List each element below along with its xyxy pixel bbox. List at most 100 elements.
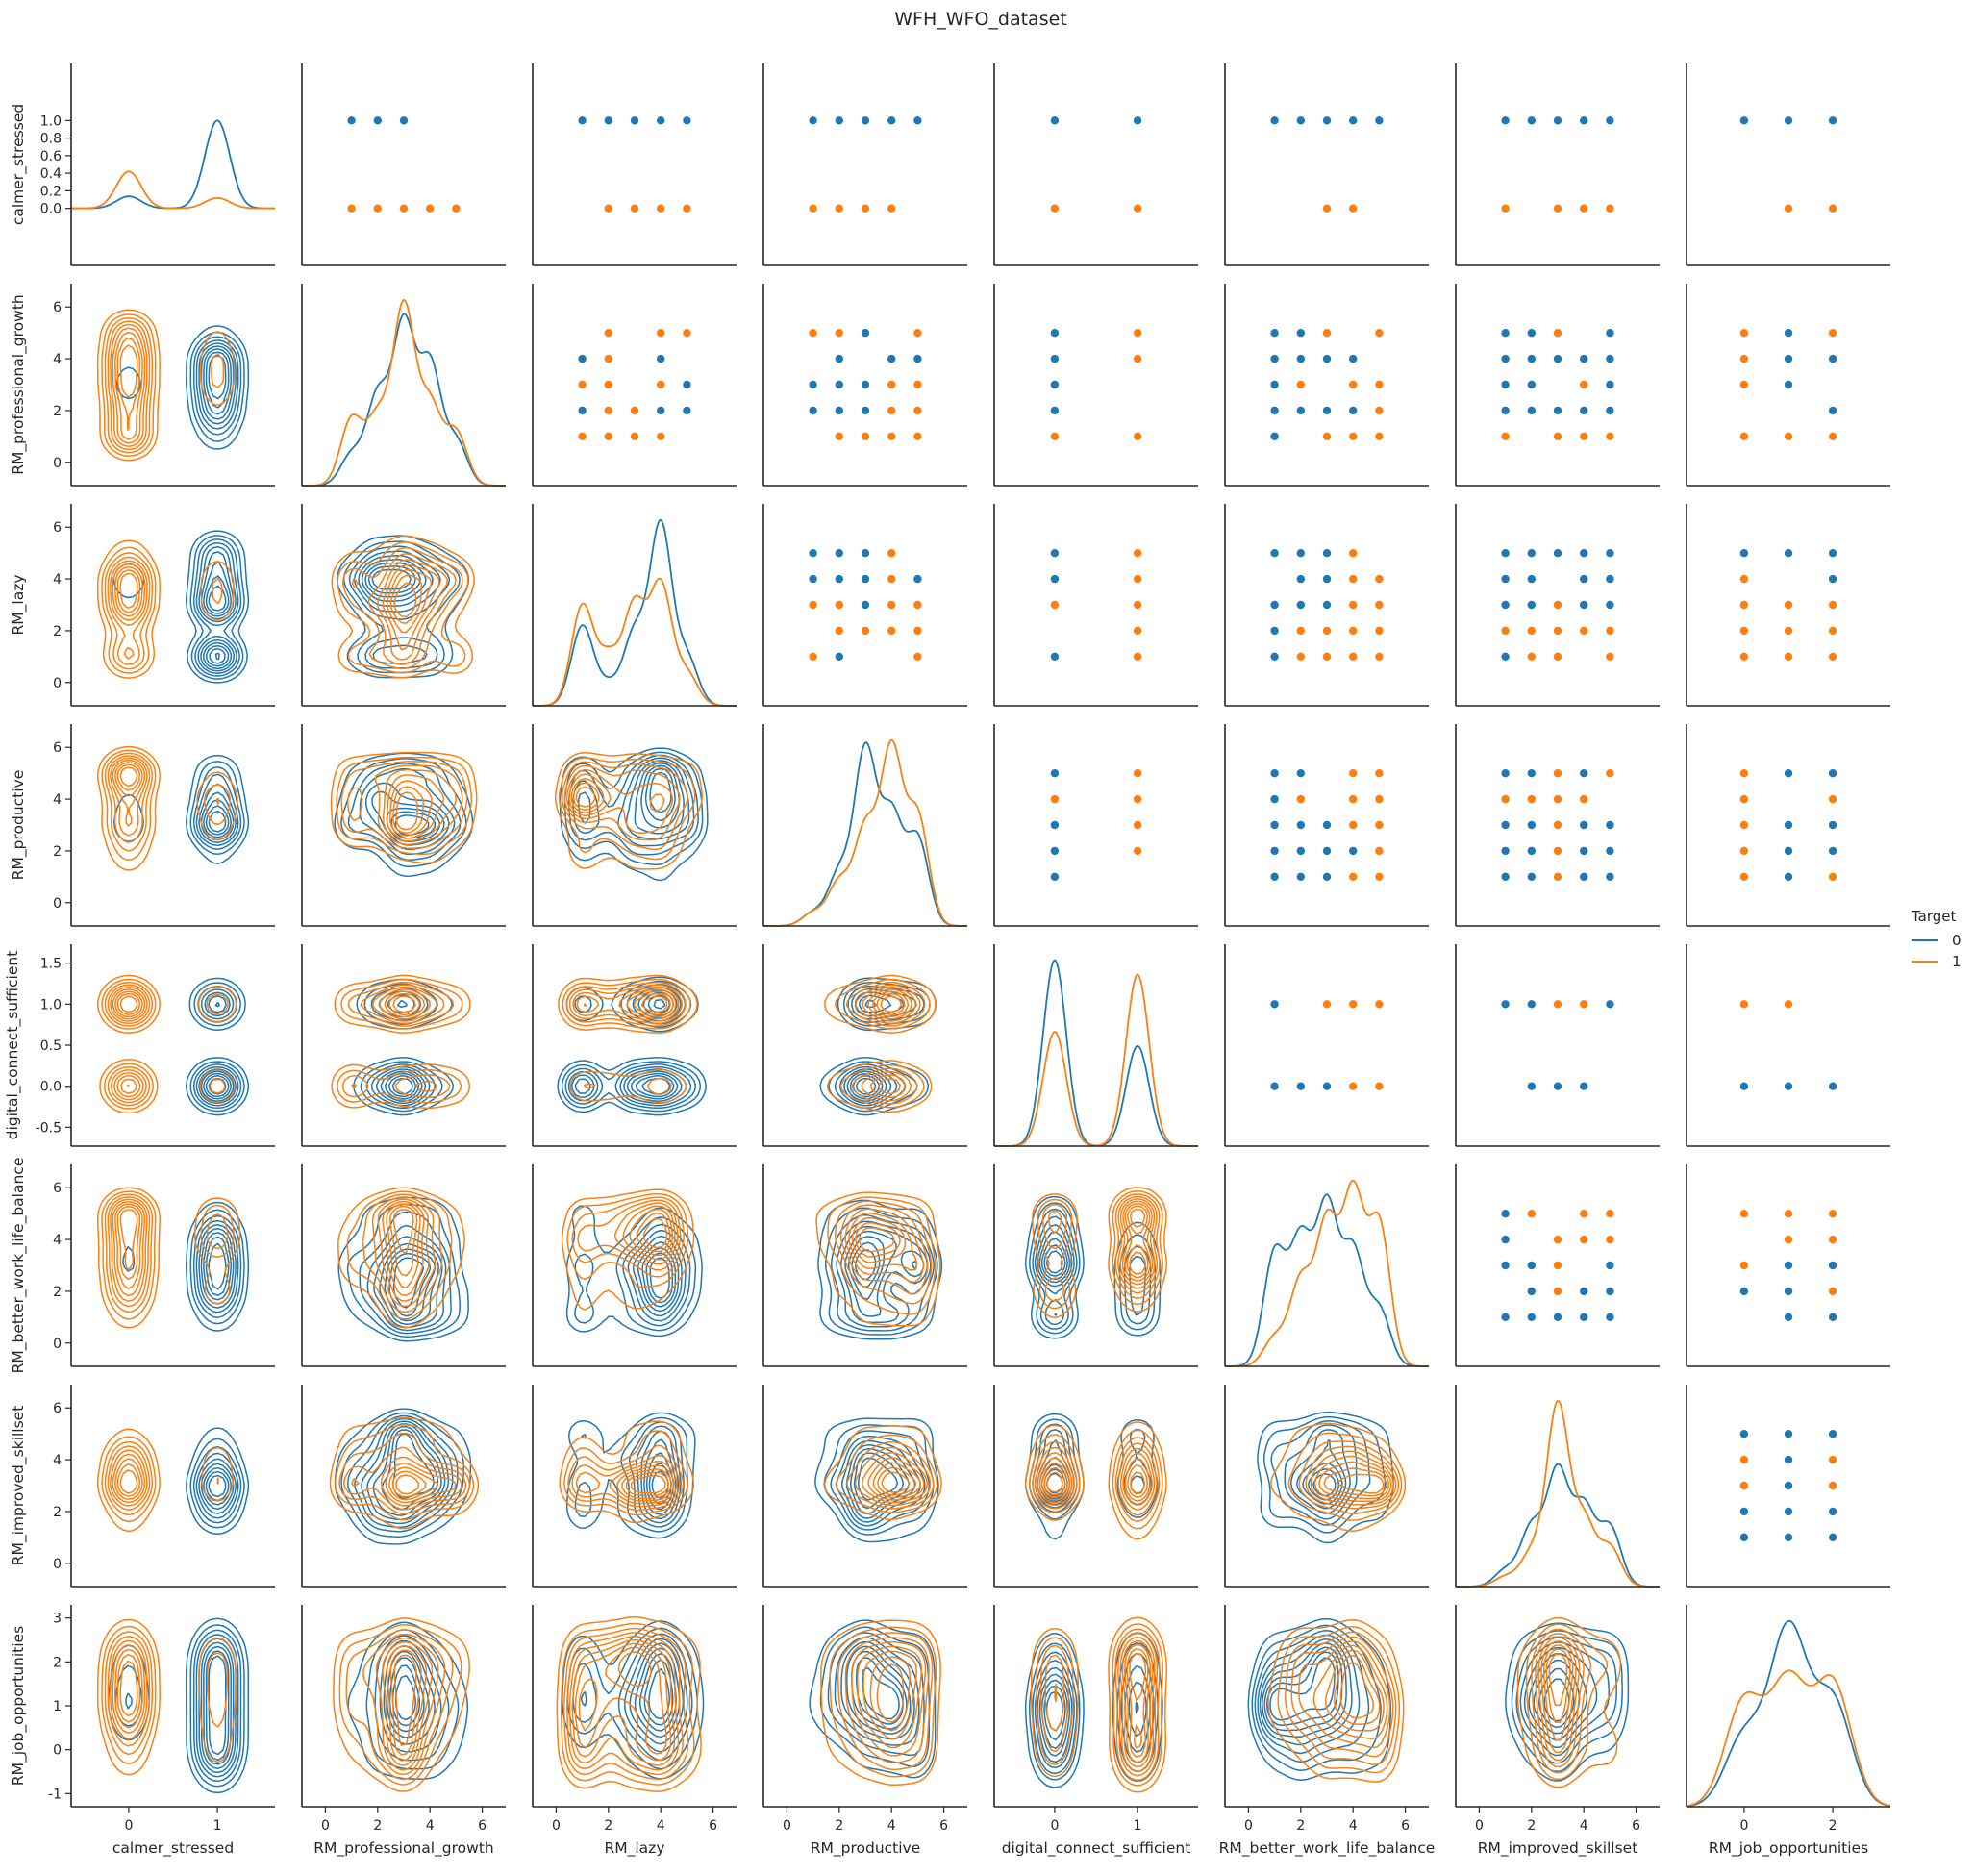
contour-RM_productive-RM_better_work_life_balance-series-1 [858,1227,895,1253]
point-RM_improved_skillset-RM_lazy [1527,574,1537,584]
contour-RM_lazy-RM_job_opportunities-series-1 [617,1651,652,1688]
point-RM_job_opportunities-digital_connect_sufficient [1784,1082,1793,1090]
y-tick-label: 0.6 [40,149,62,164]
contour-RM_better_work_life_balance-RM_job_opportunities-series-1 [1339,1661,1374,1719]
contour-RM_productive-RM_improved_skillset-series-1 [823,1425,942,1521]
point-RM_improved_skillset-RM_better_work_life_balance [1606,1210,1614,1218]
point-RM_improved_skillset-digital_connect_sufficient [1553,1000,1562,1009]
contour-RM_professional_growth-digital_connect_sufficient-series-1 [351,984,445,1092]
contour-calmer_stressed-RM_job_opportunities-series-1 [96,1618,237,1776]
panel-calmer_stressed-vs-digital_connect_sufficient [993,63,1198,266]
panel-RM_professional_growth-vs-RM_job_opportunities [1686,284,1890,487]
point-RM_improved_skillset-RM_lazy [1580,600,1588,610]
point-RM_improved_skillset-digital_connect_sufficient [1527,1082,1537,1090]
point-RM_better_work_life_balance-RM_productive [1270,846,1279,856]
panel-grid: 0.0 0.2 0.4 0.6 0.8 1.0 calmer_stressed 0 2 4 6 RM_… [4,63,1891,1858]
y-axis-label-RM_professional_growth: RM_professional_growth [10,294,28,475]
contour-calmer_stressed-digital_connect_sufficient-series-1 [101,978,229,1110]
contour-calmer_stressed-RM_productive-series-1 [112,759,146,827]
x-tick-label: 0 [1050,1818,1059,1834]
point-RM_better_work_life_balance-RM_lazy [1296,626,1306,636]
panel-calmer_stressed-vs-RM_job_opportunities [1686,63,1890,266]
kde-RM_professional_growth-series-1 [302,298,506,487]
contour-RM_better_work_life_balance-RM_improved_skillset-series-1 [1298,1440,1400,1514]
panel-RM_improved_skillset-vs-RM_lazy [532,1385,737,1588]
point-RM_lazy-RM_professional_growth [683,380,691,389]
contour-RM_better_work_life_balance-RM_job_opportunities-series-1 [1334,1654,1381,1726]
point-RM_productive-RM_lazy [861,600,870,610]
point-RM_improved_skillset-RM_productive [1580,794,1588,804]
x-tick-label: 0 [124,1818,133,1834]
contour-RM_professional_growth-RM_job_opportunities-series-1 [338,1623,462,1786]
contour-RM_better_work_life_balance-RM_job_opportunities-series-0 [1269,1657,1336,1721]
point-RM_improved_skillset-RM_better_work_life_balance [1606,1287,1614,1296]
contour-RM_better_work_life_balance-RM_improved_skillset-series-1 [1287,1432,1403,1522]
point-RM_productive-RM_lazy [809,549,817,558]
contour-RM_professional_growth-RM_better_work_life_balance-series-1 [392,1209,414,1254]
contour-RM_better_work_life_balance-RM_improved_skillset-series-1 [1313,1455,1392,1502]
point-RM_productive-RM_professional_growth [835,354,843,363]
contour-RM_lazy-RM_job_opportunities-series-1 [574,1642,672,1762]
point-RM_productive-RM_professional_growth [913,406,922,415]
contour-RM_better_work_life_balance-RM_improved_skillset-series-1 [1305,1445,1397,1510]
contour-RM_productive-RM_improved_skillset-series-1 [854,1446,932,1507]
point-RM_better_work_life_balance-RM_professional_growth [1296,329,1306,338]
point-RM_productive-calmer_stressed [835,204,843,213]
point-digital_connect_sufficient-RM_lazy [1133,574,1142,584]
contour-calmer_stressed-RM_better_work_life_balance-series-0 [205,1236,230,1296]
y-tick-label: 4 [53,352,62,367]
contour-RM_productive-RM_job_opportunities-series-1 [844,1637,930,1764]
contour-RM_lazy-RM_better_work_life_balance-series-1 [566,1192,689,1288]
point-RM_improved_skillset-RM_productive [1501,794,1510,804]
contour-RM_productive-RM_improved_skillset-series-1 [867,1457,925,1501]
contour-calmer_stressed-RM_job_opportunities-series-1 [112,1644,146,1735]
point-RM_better_work_life_balance-digital_connect_sufficient [1322,1000,1332,1009]
point-RM_better_work_life_balance-RM_professional_growth [1322,406,1332,415]
point-RM_job_opportunities-RM_better_work_life_balance [1784,1287,1793,1296]
point-RM_job_opportunities-RM_improved_skillset [1739,1507,1749,1516]
panel-RM_job_opportunities-vs-RM_professional_growth: 0 2 4 6 RM_professional_growth [301,1605,506,1858]
point-RM_lazy-RM_professional_growth [604,329,612,338]
panel-RM_better_work_life_balance-vs-RM_productive [762,1164,967,1367]
point-RM_improved_skillset-RM_professional_growth [1501,329,1510,338]
contour-RM_better_work_life_balance-RM_job_opportunities-series-1 [1290,1636,1394,1758]
point-RM_better_work_life_balance-calmer_stressed [1349,204,1358,213]
point-RM_improved_skillset-RM_professional_growth [1553,406,1562,415]
point-RM_improved_skillset-calmer_stressed [1527,116,1537,125]
contour-RM_professional_growth-RM_lazy-series-0 [364,562,421,598]
contour-calmer_stressed-RM_better_work_life_balance-series-1 [114,1203,143,1289]
point-RM_lazy-RM_professional_growth [604,432,612,440]
contour-calmer_stressed-RM_better_work_life_balance-series-0 [189,1209,245,1325]
point-RM_improved_skillset-RM_lazy [1553,549,1562,558]
point-digital_connect_sufficient-RM_professional_growth [1050,406,1060,415]
point-RM_improved_skillset-RM_professional_growth [1580,380,1588,389]
point-RM_job_opportunities-RM_productive [1828,820,1837,830]
contour-RM_lazy-RM_job_opportunities-series-1 [578,1646,667,1755]
contour-RM_improved_skillset-RM_job_opportunities-series-1 [1516,1616,1622,1788]
point-RM_improved_skillset-RM_better_work_life_balance [1501,1313,1510,1322]
contour-RM_productive-RM_job_opportunities-series-1 [876,1663,905,1723]
point-RM_productive-calmer_stressed [809,204,817,213]
contour-RM_lazy-RM_better_work_life_balance-series-0 [637,1241,680,1313]
contour-RM_improved_skillset-RM_job_opportunities-series-1 [1535,1633,1585,1768]
contour-RM_professional_growth-RM_improved_skillset-series-1 [329,1416,480,1530]
point-RM_improved_skillset-digital_connect_sufficient [1580,1000,1588,1009]
point-RM_improved_skillset-RM_better_work_life_balance [1580,1235,1588,1244]
point-RM_improved_skillset-RM_lazy [1527,600,1537,610]
contour-calmer_stressed-RM_professional_growth-series-0 [192,336,242,436]
point-RM_better_work_life_balance-RM_lazy [1375,574,1384,584]
contour-RM_improved_skillset-RM_job_opportunities-series-1 [1548,1653,1568,1707]
contour-calmer_stressed-RM_lazy-series-0 [195,541,239,674]
point-RM_better_work_life_balance-digital_connect_sufficient [1296,1082,1306,1090]
point-RM_job_opportunities-RM_professional_growth [1739,354,1749,363]
point-RM_better_work_life_balance-RM_productive [1349,820,1358,830]
contour-RM_better_work_life_balance-RM_improved_skillset-series-1 [1270,1422,1407,1532]
y-tick-label: 1 [53,1699,62,1714]
contour-RM_professional_growth-RM_lazy-series-1 [393,582,417,618]
point-RM_better_work_life_balance-RM_professional_growth [1322,329,1332,338]
point-digital_connect_sufficient-RM_productive [1133,769,1142,778]
panel-calmer_stressed-vs-calmer_stressed: 0.0 0.2 0.4 0.6 0.8 1.0 calmer_stressed [10,63,276,266]
contour-RM_professional_growth-RM_better_work_life_balance-series-0 [337,1196,469,1342]
x-tick-label: 0 [1244,1818,1253,1834]
point-RM_job_opportunities-RM_better_work_life_balance [1784,1261,1793,1270]
